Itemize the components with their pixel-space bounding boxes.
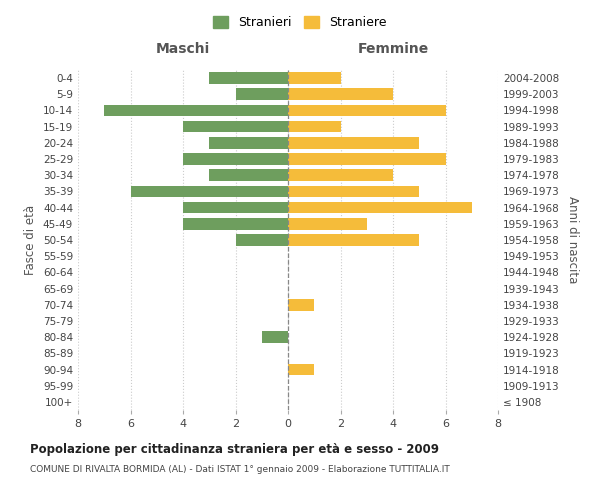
Bar bbox=[183, 202, 288, 213]
Bar bbox=[235, 234, 288, 246]
Bar bbox=[288, 186, 419, 198]
Bar bbox=[209, 137, 288, 148]
Bar bbox=[288, 153, 445, 165]
Bar bbox=[104, 104, 288, 117]
Bar bbox=[183, 218, 288, 230]
Bar bbox=[288, 202, 472, 213]
Bar bbox=[262, 332, 288, 343]
Bar bbox=[288, 121, 341, 132]
Bar bbox=[209, 72, 288, 84]
Bar bbox=[235, 88, 288, 100]
Bar bbox=[183, 153, 288, 165]
Y-axis label: Fasce di età: Fasce di età bbox=[25, 205, 37, 275]
Bar bbox=[288, 72, 341, 84]
Text: Popolazione per cittadinanza straniera per età e sesso - 2009: Popolazione per cittadinanza straniera p… bbox=[30, 442, 439, 456]
Text: Maschi: Maschi bbox=[156, 42, 210, 56]
Bar bbox=[288, 104, 445, 117]
Bar bbox=[183, 121, 288, 132]
Legend: Stranieri, Straniere: Stranieri, Straniere bbox=[208, 11, 392, 34]
Bar bbox=[288, 299, 314, 310]
Bar bbox=[288, 88, 393, 100]
Bar bbox=[288, 234, 419, 246]
Bar bbox=[288, 364, 314, 376]
Bar bbox=[288, 137, 419, 148]
Y-axis label: Anni di nascita: Anni di nascita bbox=[566, 196, 579, 284]
Bar bbox=[288, 218, 367, 230]
Bar bbox=[130, 186, 288, 198]
Bar bbox=[209, 170, 288, 181]
Text: Femmine: Femmine bbox=[358, 42, 428, 56]
Bar bbox=[288, 170, 393, 181]
Text: COMUNE DI RIVALTA BORMIDA (AL) - Dati ISTAT 1° gennaio 2009 - Elaborazione TUTTI: COMUNE DI RIVALTA BORMIDA (AL) - Dati IS… bbox=[30, 465, 450, 474]
